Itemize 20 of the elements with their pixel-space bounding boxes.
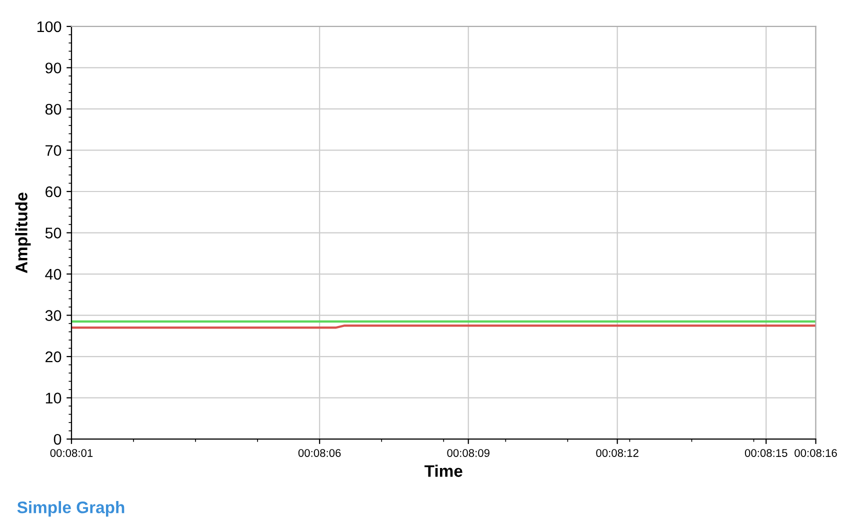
y-tick-label: 40: [45, 268, 62, 280]
x-tick-label: 00:08:12: [596, 449, 638, 457]
y-tick-label: 70: [46, 145, 62, 156]
text: Simple Graph: [17, 501, 124, 517]
x-tick-label: 00:08:09: [447, 449, 490, 457]
y-tick-label: 60: [46, 186, 62, 198]
y-tick-label: 10: [46, 392, 62, 404]
y-tick-label: 0: [54, 434, 62, 445]
x-axis-title: Time: [424, 464, 462, 477]
y-axis-title: Amplitude: [15, 192, 31, 274]
y-tick-label: 30: [45, 310, 62, 321]
y-tick-label: 100: [37, 21, 62, 32]
y-tick-label: 80: [45, 104, 62, 115]
x-tick-label: 00:08:01: [50, 449, 93, 457]
y-tick-label: 20: [46, 351, 62, 362]
y-tick-label: 50: [45, 228, 62, 238]
x-tick-label: 00:08:16: [794, 449, 837, 457]
y-tick-label: 90: [45, 62, 62, 74]
x-tick-label: 00:08:06: [298, 449, 341, 457]
x-tick-label: 00:08:15: [744, 449, 788, 457]
